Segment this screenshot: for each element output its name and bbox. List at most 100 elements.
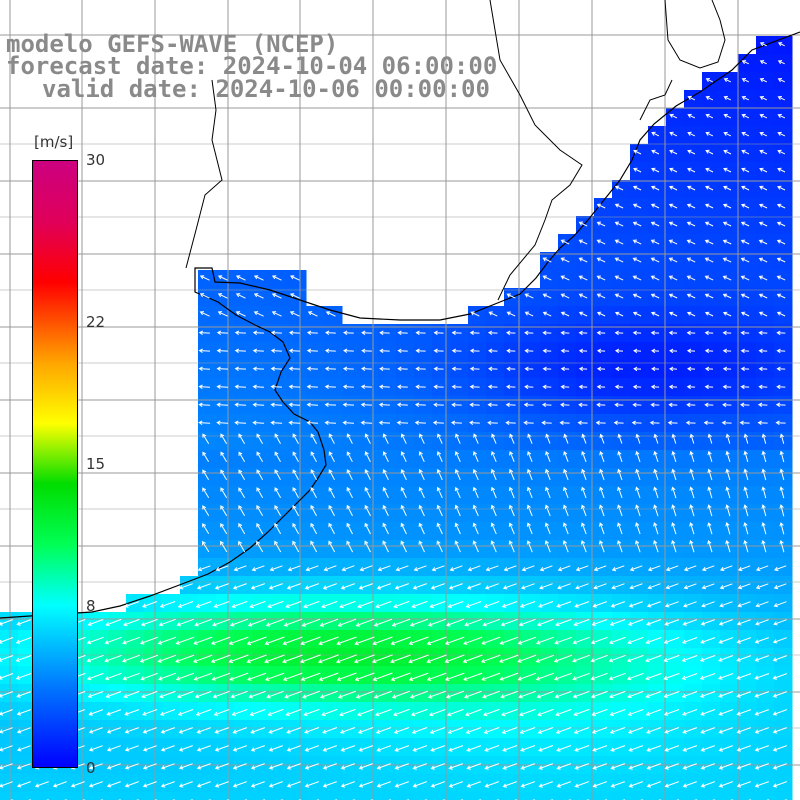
wind-vector	[779, 522, 785, 535]
wind-vector	[354, 672, 375, 682]
wind-vector	[397, 348, 408, 354]
wind-vector	[776, 293, 786, 299]
wind-vector	[651, 167, 660, 173]
wind-vector	[488, 311, 498, 317]
wind-vector	[650, 402, 660, 408]
wind-vector	[572, 672, 590, 681]
wind-vector	[0, 763, 13, 770]
wind-vector	[596, 330, 606, 336]
wind-vector	[324, 366, 336, 372]
wind-vector	[542, 330, 552, 336]
wind-vector	[700, 763, 715, 770]
wind-vector	[212, 690, 230, 699]
wind-vector	[448, 763, 464, 770]
wind-vector	[536, 618, 554, 627]
wind-vector	[274, 433, 281, 444]
wind-vector	[198, 384, 211, 390]
wind-vector	[722, 293, 732, 299]
wind-vector	[292, 433, 299, 444]
wind-vector	[556, 781, 571, 788]
wind-vector	[591, 727, 608, 734]
wind-vector	[669, 348, 678, 354]
wind-vector	[759, 60, 767, 65]
wind-vector	[124, 745, 139, 752]
wind-vector	[482, 690, 500, 699]
wind-vector	[664, 763, 679, 770]
wind-vector	[432, 420, 444, 426]
wind-vector	[536, 690, 554, 699]
wind-vector	[614, 203, 624, 209]
wind-vector	[581, 451, 587, 463]
model-title: modelo GEFS-WAVE (NCEP)	[6, 30, 339, 58]
wind-vector	[394, 781, 409, 788]
wind-vector	[246, 636, 267, 646]
wind-vector	[596, 275, 606, 281]
wind-vector	[455, 433, 461, 444]
wind-vector	[234, 402, 247, 408]
wind-vector	[139, 654, 159, 663]
wind-vector	[342, 402, 355, 408]
wind-vector	[668, 185, 678, 191]
wind-vector	[743, 486, 749, 499]
wind-vector	[754, 655, 769, 662]
wind-vector	[178, 781, 193, 788]
wind-vector	[722, 348, 732, 354]
wind-vector	[560, 293, 570, 299]
wind-vector	[210, 636, 231, 645]
wind-vector	[725, 539, 731, 553]
wind-vector	[393, 600, 410, 609]
wind-vector	[310, 504, 317, 517]
wind-vector	[160, 763, 175, 770]
wind-vector	[527, 468, 533, 481]
wind-vector	[343, 330, 354, 336]
forecast-date: forecast date: 2024-10-04 06:00:00	[6, 52, 498, 80]
wind-vector	[650, 275, 660, 281]
wind-vector	[578, 402, 588, 408]
wind-vector	[627, 709, 644, 716]
wind-vector	[761, 504, 767, 517]
wind-vector	[430, 745, 446, 752]
wind-vector	[270, 402, 283, 408]
wind-vector	[266, 690, 284, 699]
wind-vector	[284, 690, 302, 699]
wind-vector	[88, 727, 103, 734]
wind-vector	[649, 420, 660, 426]
wind-vector	[723, 167, 732, 173]
wind-vector	[411, 727, 428, 734]
colorbar-unit: [m/s]	[34, 133, 74, 151]
wind-vector	[469, 366, 480, 372]
wind-vector	[490, 540, 497, 553]
wind-vector	[198, 420, 211, 426]
wind-vector	[629, 565, 643, 572]
wind-vector	[700, 709, 716, 716]
wind-vector	[409, 690, 429, 699]
wind-vector	[318, 672, 339, 682]
wind-vector	[339, 600, 356, 609]
wind-vector	[238, 505, 246, 517]
wind-vector	[669, 131, 678, 137]
wind-speed-cell	[594, 792, 613, 800]
wind-vector	[650, 293, 660, 299]
wind-vector	[608, 636, 626, 645]
wind-vector	[757, 402, 768, 408]
wind-vector	[653, 522, 659, 535]
wind-vector	[740, 221, 750, 227]
wind-vector	[508, 486, 515, 499]
wind-vector	[382, 451, 389, 463]
wind-vector	[613, 420, 624, 426]
wind-vector	[563, 486, 569, 499]
wind-vector	[216, 402, 229, 408]
wind-vector	[248, 690, 266, 699]
wind-vector	[777, 60, 785, 65]
wind-vector	[464, 618, 482, 627]
wind-speed-cell	[648, 792, 667, 800]
wind-vector	[758, 366, 768, 372]
wind-vector	[707, 468, 713, 481]
wind-vector	[759, 113, 768, 119]
wind-vector	[754, 709, 769, 716]
wind-vector	[271, 293, 282, 299]
wind-vector	[340, 583, 355, 590]
wind-vector	[608, 654, 626, 663]
wind-vector	[707, 539, 713, 553]
